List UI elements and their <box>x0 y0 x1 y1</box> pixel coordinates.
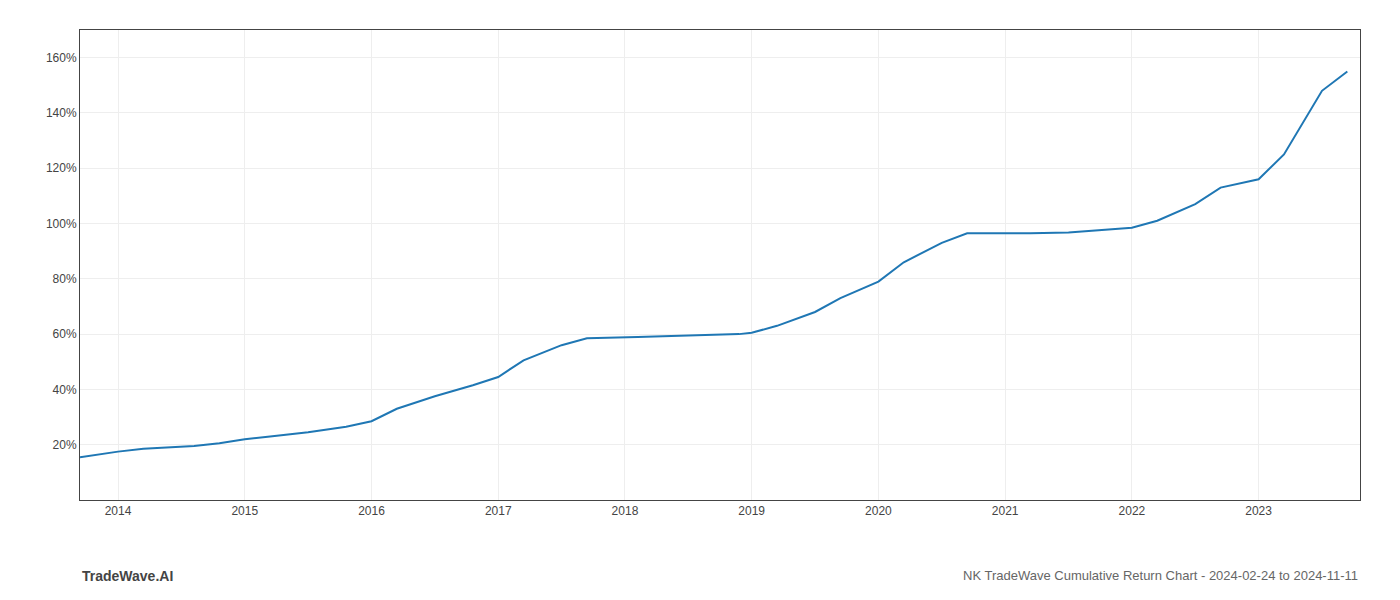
svg-text:2016: 2016 <box>358 504 385 518</box>
svg-text:40%: 40% <box>53 383 77 397</box>
svg-text:2023: 2023 <box>1245 504 1272 518</box>
svg-text:60%: 60% <box>53 327 77 341</box>
svg-text:NK TradeWave Cumulative Return: NK TradeWave Cumulative Return Chart - 2… <box>963 568 1358 583</box>
svg-text:2021: 2021 <box>992 504 1019 518</box>
svg-text:20%: 20% <box>53 438 77 452</box>
svg-text:2014: 2014 <box>105 504 132 518</box>
svg-text:2018: 2018 <box>612 504 639 518</box>
svg-text:140%: 140% <box>46 106 77 120</box>
svg-text:2019: 2019 <box>738 504 765 518</box>
svg-text:2015: 2015 <box>231 504 258 518</box>
svg-text:2017: 2017 <box>485 504 512 518</box>
svg-text:120%: 120% <box>46 161 77 175</box>
svg-text:100%: 100% <box>46 217 77 231</box>
svg-text:160%: 160% <box>46 51 77 65</box>
svg-text:2020: 2020 <box>865 504 892 518</box>
svg-text:TradeWave.AI: TradeWave.AI <box>82 568 173 584</box>
svg-text:80%: 80% <box>53 272 77 286</box>
svg-text:2022: 2022 <box>1119 504 1146 518</box>
